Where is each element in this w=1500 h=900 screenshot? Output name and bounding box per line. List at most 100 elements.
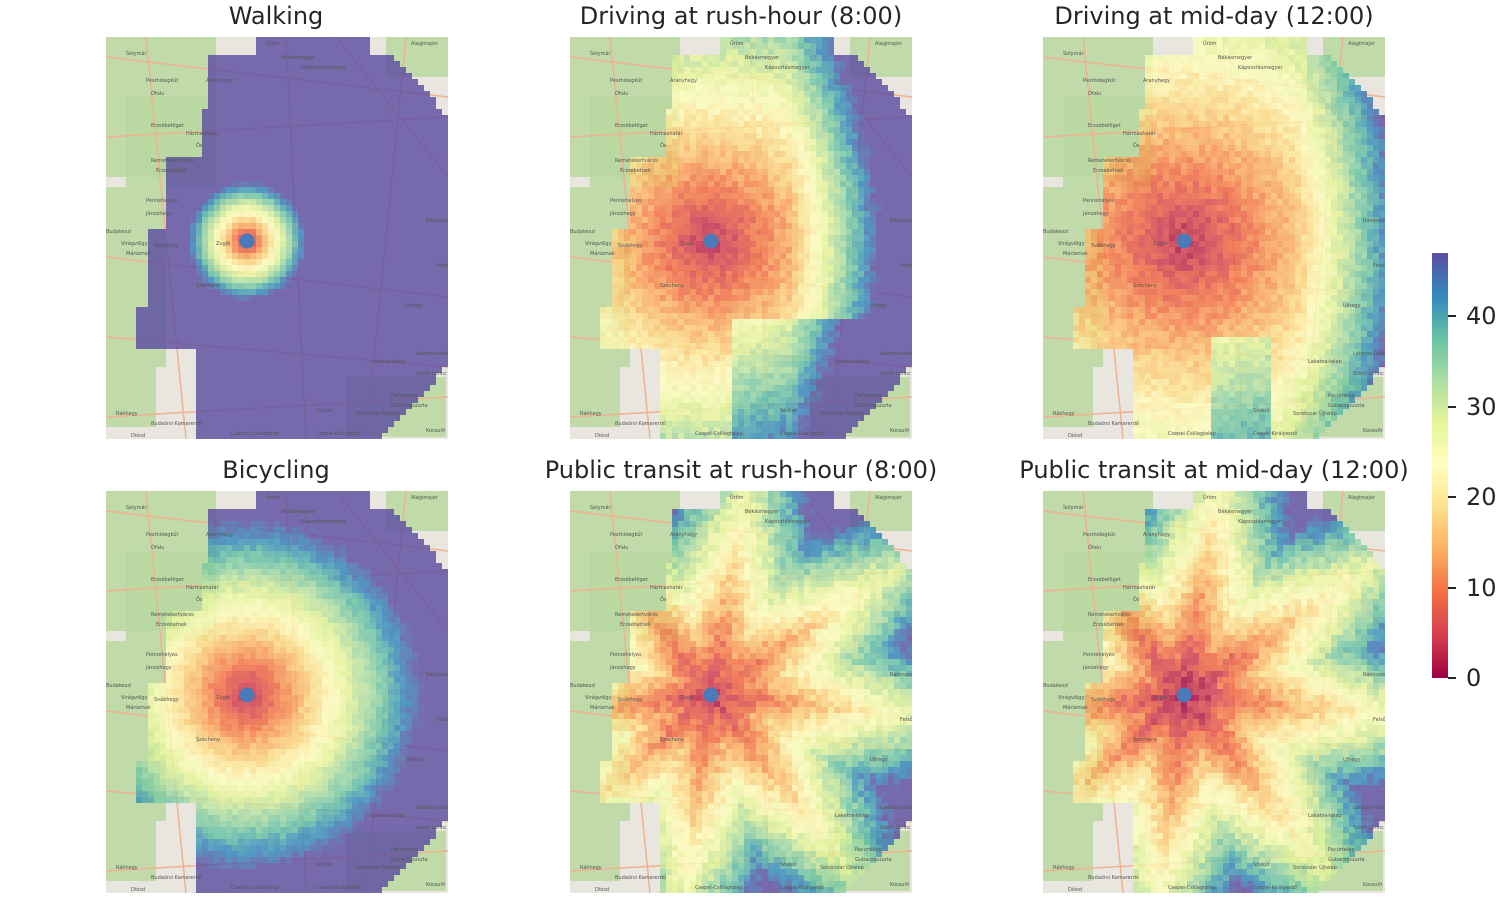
map-label: Budaörsi Kamarerdő bbox=[1088, 875, 1139, 881]
map-label: Rákhegy bbox=[580, 410, 602, 417]
map-label: Aranyhegy bbox=[1143, 532, 1170, 538]
map-label: Budaörsi Kamarerdő bbox=[615, 421, 666, 427]
map-label: Üröm bbox=[730, 40, 744, 47]
map-drive_mid[interactable]: Solymár Üröm Békásmegyer Alagimajor Aranyheg… bbox=[1043, 37, 1385, 439]
travel-time-grid bbox=[600, 491, 912, 893]
map-label: Erzsébetliget bbox=[1088, 576, 1121, 583]
map-label: Szécheny bbox=[660, 736, 684, 743]
map-label: Hármashatár bbox=[186, 130, 220, 137]
map-label: Diósd bbox=[595, 886, 609, 893]
map-label: Sorokszar Újtelep bbox=[356, 410, 400, 417]
map-label: Üröm bbox=[730, 494, 744, 501]
map-label: Budaörsi Kamarerdő bbox=[151, 421, 202, 427]
map-label: Lakatos-telep bbox=[371, 813, 405, 819]
map-label: Szécheny bbox=[1133, 736, 1157, 743]
map-label: Ófalu bbox=[1088, 90, 1101, 97]
map-label: Ős bbox=[1133, 596, 1140, 603]
map-label: Szécheny bbox=[196, 282, 220, 289]
travel-time-grid bbox=[136, 37, 448, 439]
map-walking[interactable]: Solymár Üröm Békásmegyer Alagimajor Aranyheg… bbox=[106, 37, 448, 439]
map-label: Sorokszar Újtelep bbox=[1293, 410, 1337, 417]
map-label: Sorokszar Újtelep bbox=[820, 410, 864, 417]
colorbar-tick-label: 10 bbox=[1466, 573, 1497, 602]
map-label: Csepel-Csillagtelep bbox=[695, 885, 743, 891]
map-label: Sóskút bbox=[1253, 861, 1270, 868]
map-label: Kossuth bbox=[426, 882, 446, 888]
travel-time-grid bbox=[1073, 37, 1385, 439]
map-label: Pesthidegkút bbox=[146, 77, 178, 84]
map-label: Rákhegy bbox=[1053, 864, 1075, 871]
map-label: Erzsébetliget bbox=[615, 122, 648, 129]
map-label: Máriamak bbox=[126, 250, 151, 257]
map-label: Felsőt bbox=[436, 263, 448, 269]
map-label: Felsőt bbox=[900, 717, 912, 723]
colorbar-tick-label: 40 bbox=[1466, 302, 1497, 331]
map-label: Ős bbox=[660, 142, 667, 149]
map-label: Jánoshegy bbox=[1082, 210, 1109, 217]
map-label: Pesthidegkút bbox=[1083, 77, 1115, 84]
map-label: Szécheny bbox=[660, 282, 684, 289]
travel-time-grid bbox=[600, 37, 912, 439]
map-label: Lakatos-telep bbox=[835, 359, 869, 365]
map-label: Erzsébetnek bbox=[156, 621, 187, 628]
map-bike[interactable]: Solymár Üröm Békásmegyer Alagimajor Aranyheg… bbox=[106, 491, 448, 893]
map-label: Erzsébetnek bbox=[156, 167, 187, 174]
map-label: Ős bbox=[1133, 142, 1140, 149]
map-label: Csepel-Csillagtelep bbox=[695, 431, 743, 437]
map-label: Káposztásmegyer bbox=[1238, 64, 1284, 71]
map-label: Rákosszentmihály bbox=[426, 217, 448, 224]
map-label: Svábhegy bbox=[618, 696, 643, 703]
map-label: Káposztásmegyer bbox=[765, 518, 811, 525]
map-label: Pacurtelep bbox=[391, 393, 418, 399]
map-label: Szent Lőrinc bbox=[416, 371, 447, 377]
map-label: Pennehelyes bbox=[146, 198, 178, 204]
colorbar bbox=[1432, 253, 1448, 678]
map-label: Svábhegy bbox=[154, 242, 179, 249]
map-label: Lakatos-lakótelep bbox=[880, 804, 912, 811]
map-label: Remetekertváros bbox=[1088, 157, 1131, 164]
basemap-forests bbox=[106, 37, 448, 437]
map-label: Ős bbox=[196, 142, 203, 149]
map-label: Békásmegyer bbox=[745, 54, 780, 61]
map-drive_rush[interactable]: Solymár Üröm Békásmegyer Alagimajor Aranyheg… bbox=[570, 37, 912, 439]
map-label: Máriamak bbox=[126, 704, 151, 711]
map-label: Felsőt bbox=[436, 717, 448, 723]
map-label: Jánoshegy bbox=[145, 210, 172, 217]
map-label: Jánoshegy bbox=[145, 664, 172, 671]
map-transit_mid[interactable]: Solymár Üröm Békásmegyer Alagimajor Aranyheg… bbox=[1043, 491, 1385, 893]
map-label: Lakatos-lakótelep bbox=[880, 350, 912, 357]
map-label: Csepel-Csillagtelep bbox=[231, 431, 279, 437]
map-label: Ős bbox=[660, 596, 667, 603]
map-label: Jánoshegy bbox=[1082, 664, 1109, 671]
map-label: Aranyhegy bbox=[206, 78, 233, 84]
map-label: Csepel-Királyerdő bbox=[1253, 430, 1297, 437]
map-label: Ófalu bbox=[1088, 544, 1101, 551]
map-label: Zugló bbox=[216, 240, 230, 247]
map-label: Sóskút bbox=[316, 861, 333, 868]
map-label: Szécheny bbox=[196, 736, 220, 743]
map-label: Diósd bbox=[131, 886, 145, 893]
map-label: Zugló bbox=[1153, 694, 1167, 701]
map-label: Pennehelyes bbox=[146, 652, 178, 658]
map-label: Lakatos-telep bbox=[1308, 359, 1342, 365]
map-label: Zugló bbox=[216, 694, 230, 701]
map-label: Rákosszentmihály bbox=[1363, 217, 1385, 224]
map-label: Csepel-Királyerdő bbox=[316, 884, 360, 891]
colorbar-tick bbox=[1448, 496, 1456, 499]
map-label: Zugló bbox=[1153, 240, 1167, 247]
map-label: Káposztásmegyer bbox=[765, 64, 811, 71]
panel-title-walking: Walking bbox=[228, 2, 324, 30]
map-transit_rush[interactable]: Solymár Üröm Békásmegyer Alagimajor Aranyheg… bbox=[570, 491, 912, 893]
map-label: Budakeszi bbox=[1043, 683, 1068, 689]
panel-title-drive_rush: Driving at rush-hour (8:00) bbox=[579, 2, 903, 30]
map-label: Kossuth bbox=[1363, 882, 1383, 888]
map-label: Erzsébetnek bbox=[1093, 167, 1124, 174]
